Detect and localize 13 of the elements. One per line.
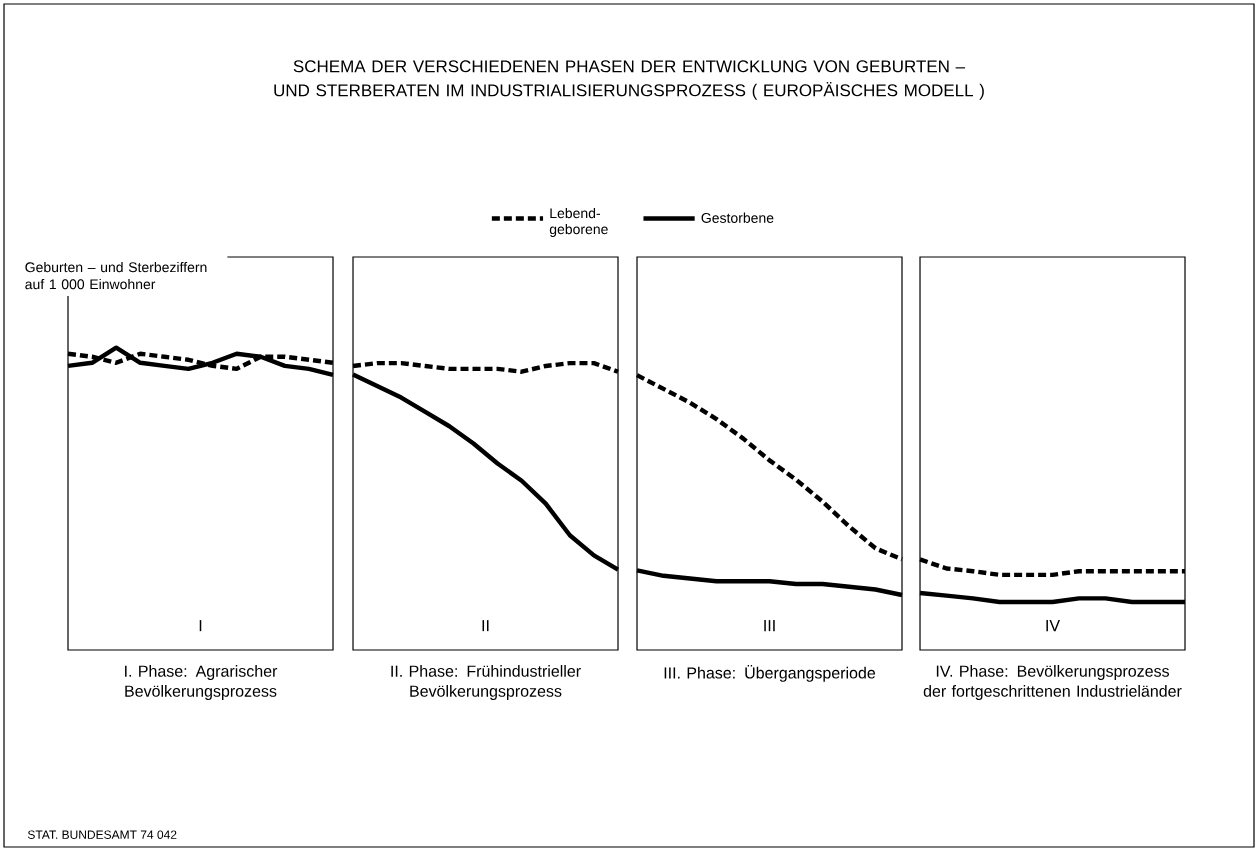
x-axis-title: I. Phase: Agrarischer Bevölkerungsprozess [125, 665, 278, 700]
y-axis-title: Geburten – und Sterbeziffern auf 1 000 Einwohner [25, 261, 207, 290]
legend-label: Lebend-geborene [549, 207, 608, 237]
x-axis-title: II. Phase: Frühindustrieller Bevölkerungsprozess [391, 665, 581, 700]
annotation: I [199, 620, 202, 632]
text: STAT. BUNDESAMT 74 042 [27, 830, 177, 839]
text: SCHEMA DER VERSCHIEDENEN PHASEN DER ENTWICKLUNG VON GEBURTEN – UND STERBERATEN IM INDUSTRIALISIERUNGSPROZESS ( EUROPÄISCHES MODELL ) [274, 60, 984, 100]
x-axis-title: IV. Phase: Bevölkerungsprozess der fortgeschrittenen Industrieländer [923, 665, 1182, 700]
annotation: III [764, 620, 775, 632]
annotation: II [482, 620, 489, 632]
annotation: IV [1046, 620, 1060, 632]
legend-label: Gestorbene [701, 212, 774, 223]
x-axis-title: III. Phase: Übergangsperiode [664, 665, 876, 682]
